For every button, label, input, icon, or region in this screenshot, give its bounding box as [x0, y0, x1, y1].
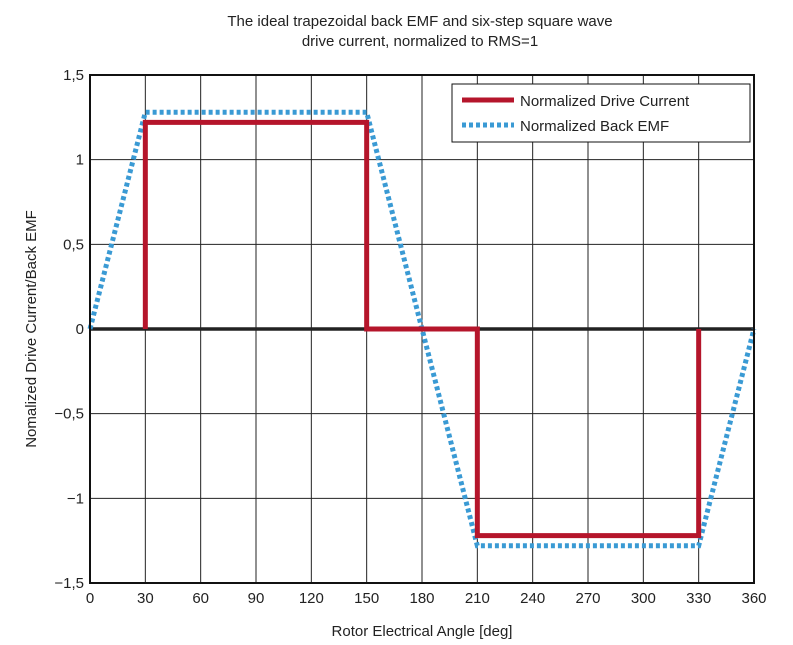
x-axis-label: Rotor Electrical Angle [deg]	[332, 623, 513, 640]
y-tick-label: 0,5	[63, 236, 84, 253]
x-tick-label: 180	[409, 590, 434, 607]
y-tick-label: 1,5	[63, 67, 84, 84]
x-tick-label: 240	[520, 590, 545, 607]
x-tick-label: 120	[299, 590, 324, 607]
legend-box	[451, 83, 751, 143]
x-tick-label: 210	[465, 590, 490, 607]
legend: Normalized Drive Current Normalized Back…	[451, 83, 751, 143]
y-tick-label: 1	[76, 152, 84, 169]
plot-frame	[89, 74, 755, 584]
legend-label-current: Normalized Drive Current	[520, 93, 690, 110]
y-axis-label: Nomalized Drive Current/Back EMF	[23, 210, 40, 448]
y-tick-label: −1,5	[54, 575, 84, 592]
x-tick-label: 270	[575, 590, 600, 607]
ticks: 0 30 60 90 120 150 180 210 240 270 300 330 360 1,5 1 0,…	[54, 67, 766, 607]
chart-title: The ideal trapezoidal back EMF and six-s…	[227, 13, 612, 30]
chart-subtitle: drive current, normalized to RMS=1	[302, 33, 538, 50]
y-tick-label: 0	[76, 321, 84, 338]
y-tick-label: −1	[67, 490, 84, 507]
x-tick-label: 90	[248, 590, 265, 607]
x-tick-label: 150	[354, 590, 379, 607]
x-tick-label: 300	[631, 590, 656, 607]
x-tick-label: 30	[137, 590, 154, 607]
y-tick-label: −0,5	[54, 406, 84, 423]
series	[87, 109, 757, 549]
series-drive-current	[142, 119, 702, 539]
x-tick-label: 60	[192, 590, 209, 607]
x-tick-label: 360	[741, 590, 766, 607]
legend-label-emf: Normalized Back EMF	[520, 118, 669, 135]
x-tick-label: 330	[686, 590, 711, 607]
x-tick-label: 0	[86, 590, 94, 607]
